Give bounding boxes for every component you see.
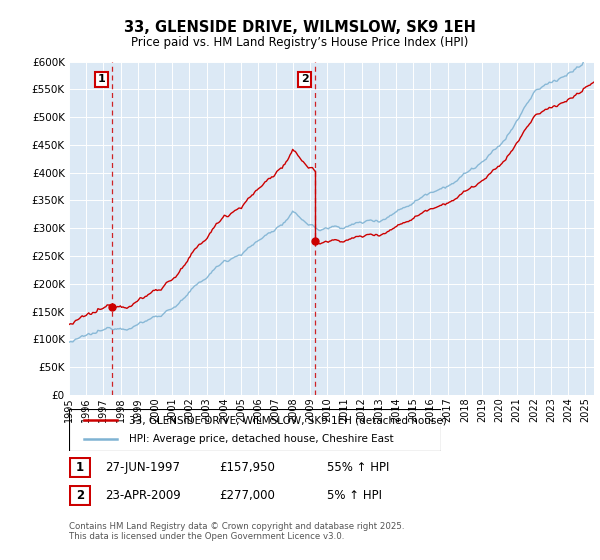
Text: 23-APR-2009: 23-APR-2009: [105, 489, 181, 502]
Text: 33, GLENSIDE DRIVE, WILMSLOW, SK9 1EH (detached house): 33, GLENSIDE DRIVE, WILMSLOW, SK9 1EH (d…: [128, 415, 446, 425]
Text: 27-JUN-1997: 27-JUN-1997: [105, 461, 180, 474]
Text: 2: 2: [301, 74, 308, 85]
FancyBboxPatch shape: [70, 458, 90, 477]
Text: Price paid vs. HM Land Registry’s House Price Index (HPI): Price paid vs. HM Land Registry’s House …: [131, 36, 469, 49]
Text: 1: 1: [76, 461, 84, 474]
Text: 33, GLENSIDE DRIVE, WILMSLOW, SK9 1EH: 33, GLENSIDE DRIVE, WILMSLOW, SK9 1EH: [124, 20, 476, 35]
Text: 2: 2: [76, 489, 84, 502]
Text: Contains HM Land Registry data © Crown copyright and database right 2025.
This d: Contains HM Land Registry data © Crown c…: [69, 522, 404, 542]
Text: 1: 1: [97, 74, 105, 85]
Text: 5% ↑ HPI: 5% ↑ HPI: [327, 489, 382, 502]
Text: 55% ↑ HPI: 55% ↑ HPI: [327, 461, 389, 474]
Text: £277,000: £277,000: [219, 489, 275, 502]
FancyBboxPatch shape: [70, 486, 90, 505]
Text: HPI: Average price, detached house, Cheshire East: HPI: Average price, detached house, Ches…: [128, 435, 393, 445]
Text: £157,950: £157,950: [219, 461, 275, 474]
